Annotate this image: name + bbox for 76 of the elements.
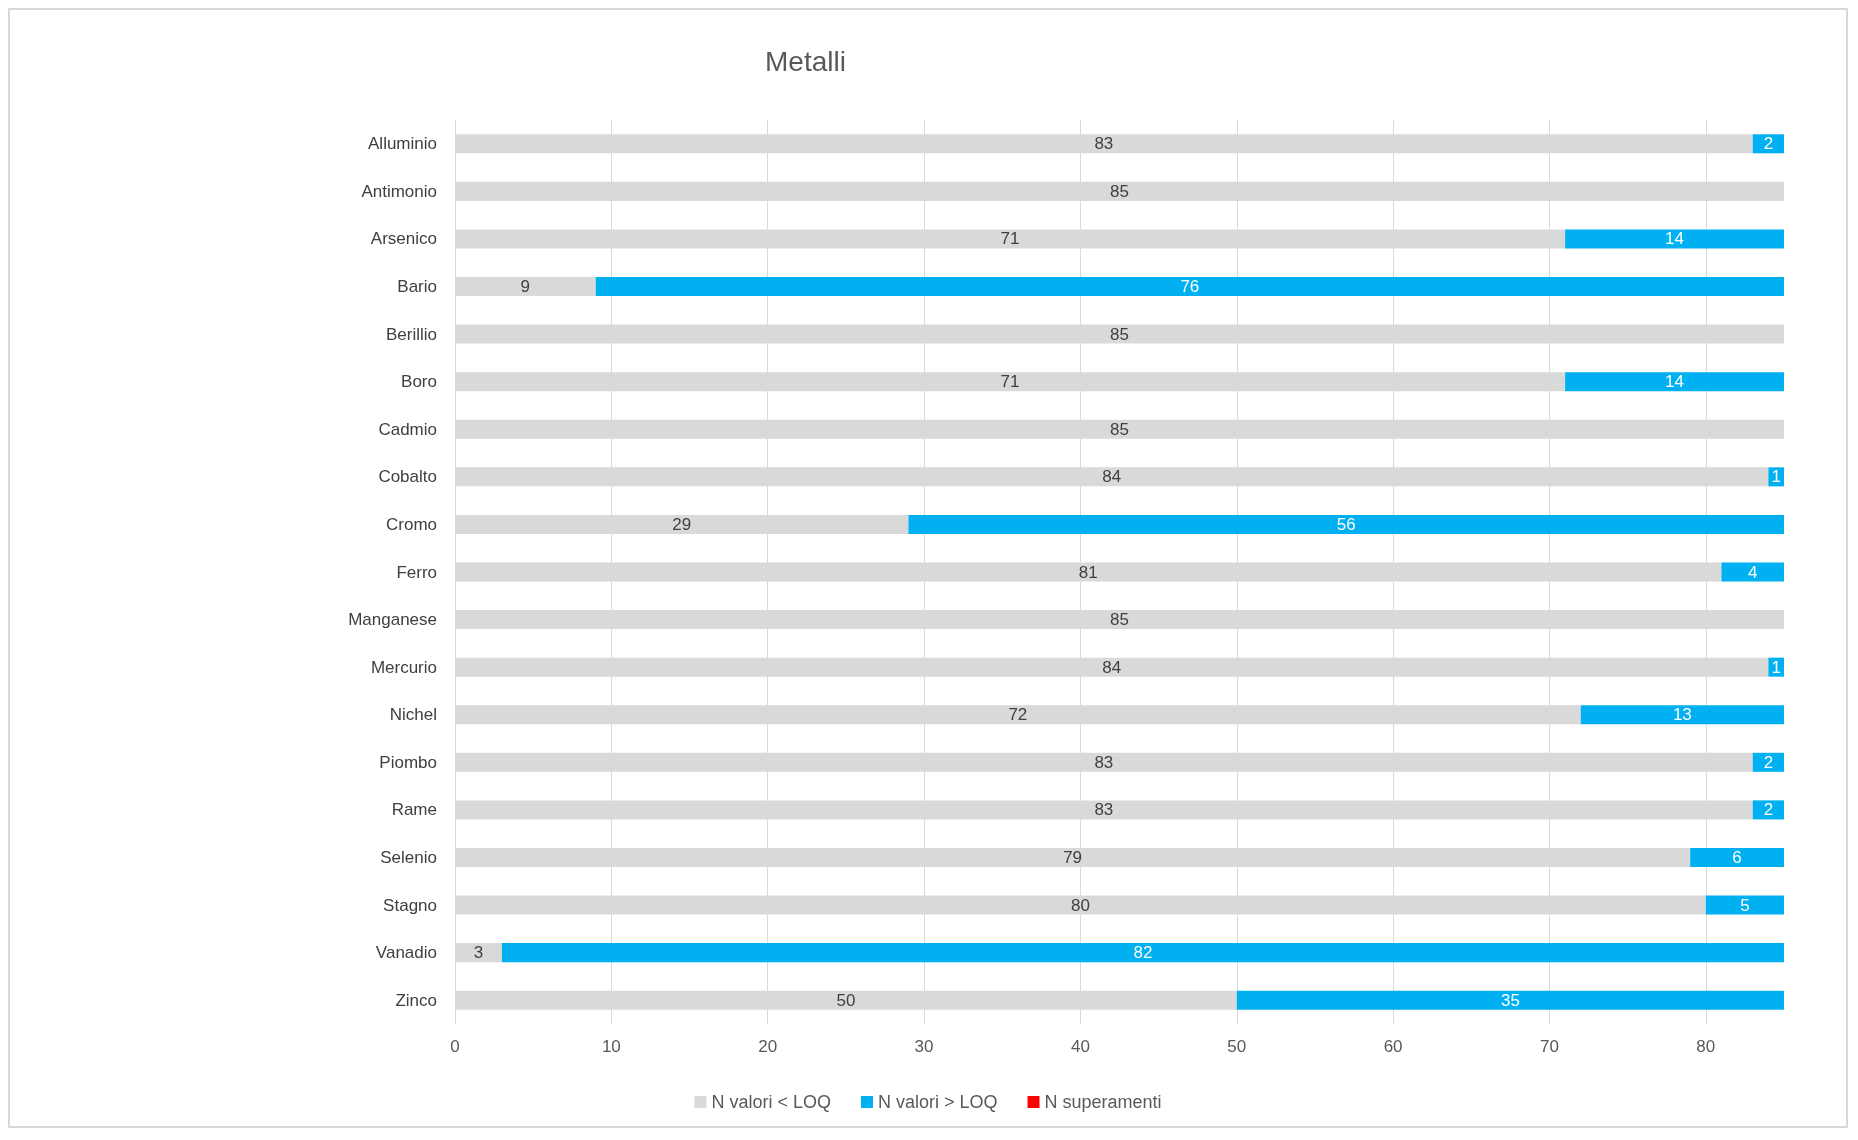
y-tick-label: Cromo bbox=[385, 514, 437, 534]
data-label: 1 bbox=[1771, 467, 1781, 487]
data-label: 14 bbox=[1665, 372, 1685, 392]
bar bbox=[1690, 847, 1784, 867]
y-tick-label: Selenio bbox=[380, 847, 437, 867]
bar bbox=[1236, 990, 1784, 1010]
y-tick-label: Zinco bbox=[395, 990, 437, 1010]
bar bbox=[1705, 895, 1784, 915]
data-label: 2 bbox=[1763, 800, 1774, 820]
data-label: 85 bbox=[1110, 419, 1129, 439]
data-label: 50 bbox=[836, 990, 856, 1010]
y-tick-label: Manganese bbox=[348, 610, 437, 630]
y-tick-label: Antimonio bbox=[361, 181, 437, 201]
data-label: 4 bbox=[1747, 562, 1758, 582]
data-label: 3 bbox=[473, 943, 484, 963]
data-label: 13 bbox=[1672, 705, 1692, 725]
bar bbox=[908, 514, 1784, 534]
data-label: 76 bbox=[1180, 277, 1200, 297]
data-label: 35 bbox=[1500, 990, 1520, 1010]
y-tick-label: Arsenico bbox=[370, 229, 437, 249]
y-tick-label: Alluminio bbox=[368, 134, 437, 154]
data-label: 71 bbox=[1000, 372, 1020, 392]
data-label: 83 bbox=[1094, 134, 1114, 154]
y-tick-label: Berillio bbox=[385, 324, 437, 344]
y-tick-label: Stagno bbox=[383, 895, 437, 915]
data-label: 85 bbox=[1110, 181, 1129, 201]
chart-title: Metalli bbox=[765, 45, 846, 77]
data-label: 9 bbox=[520, 277, 531, 297]
legend-label: N valori < LOQ bbox=[711, 1092, 831, 1112]
bar bbox=[1565, 372, 1784, 392]
y-tick-label: Cadmio bbox=[378, 419, 437, 439]
data-label: 83 bbox=[1094, 800, 1114, 820]
x-tick-label: 30 bbox=[914, 1037, 934, 1056]
data-label: 85 bbox=[1110, 610, 1129, 630]
data-label: 84 bbox=[1102, 657, 1122, 677]
data-label: 81 bbox=[1078, 562, 1098, 582]
y-tick-label: Mercurio bbox=[370, 657, 437, 677]
y-tick-label: Rame bbox=[391, 800, 437, 820]
data-label: 29 bbox=[672, 514, 692, 534]
data-label: 14 bbox=[1665, 229, 1685, 249]
x-tick-label: 10 bbox=[601, 1037, 621, 1056]
bar bbox=[1721, 562, 1784, 582]
data-label: 83 bbox=[1094, 752, 1114, 772]
x-tick-label: 70 bbox=[1540, 1037, 1559, 1056]
y-tick-label: Vanadio bbox=[375, 943, 437, 963]
data-label: 56 bbox=[1336, 514, 1356, 534]
x-tick-label: 80 bbox=[1696, 1037, 1716, 1056]
bar bbox=[1580, 705, 1784, 725]
y-tick-label: Piombo bbox=[379, 752, 437, 772]
data-label: 79 bbox=[1063, 847, 1083, 867]
x-tick-label: 50 bbox=[1227, 1037, 1247, 1056]
y-tick-label: Ferro bbox=[396, 562, 437, 582]
x-tick-label: 0 bbox=[450, 1037, 460, 1056]
bar bbox=[1565, 229, 1784, 249]
data-label: 72 bbox=[1008, 705, 1028, 725]
y-tick-label: Bario bbox=[397, 277, 437, 297]
y-tick-label: Cobalto bbox=[378, 467, 437, 487]
bar bbox=[501, 943, 1784, 963]
y-tick-label: Nichel bbox=[389, 705, 437, 725]
data-label: 1 bbox=[1771, 657, 1781, 677]
legend-label: N valori > LOQ bbox=[877, 1092, 998, 1112]
data-label: 82 bbox=[1133, 943, 1153, 963]
data-label: 2 bbox=[1763, 752, 1774, 772]
data-label: 5 bbox=[1740, 895, 1750, 915]
legend-label: N superamenti bbox=[1044, 1092, 1162, 1112]
data-label: 84 bbox=[1102, 467, 1122, 487]
y-tick-label: Boro bbox=[401, 372, 437, 392]
data-label: 71 bbox=[1000, 229, 1020, 249]
data-label: 80 bbox=[1070, 895, 1090, 915]
data-label: 6 bbox=[1732, 847, 1742, 867]
x-tick-label: 60 bbox=[1383, 1037, 1403, 1056]
x-tick-label: 40 bbox=[1070, 1037, 1090, 1056]
data-label: 85 bbox=[1110, 324, 1129, 344]
data-label: 2 bbox=[1763, 134, 1774, 154]
x-tick-label: 20 bbox=[758, 1037, 778, 1056]
bar bbox=[595, 277, 1784, 297]
